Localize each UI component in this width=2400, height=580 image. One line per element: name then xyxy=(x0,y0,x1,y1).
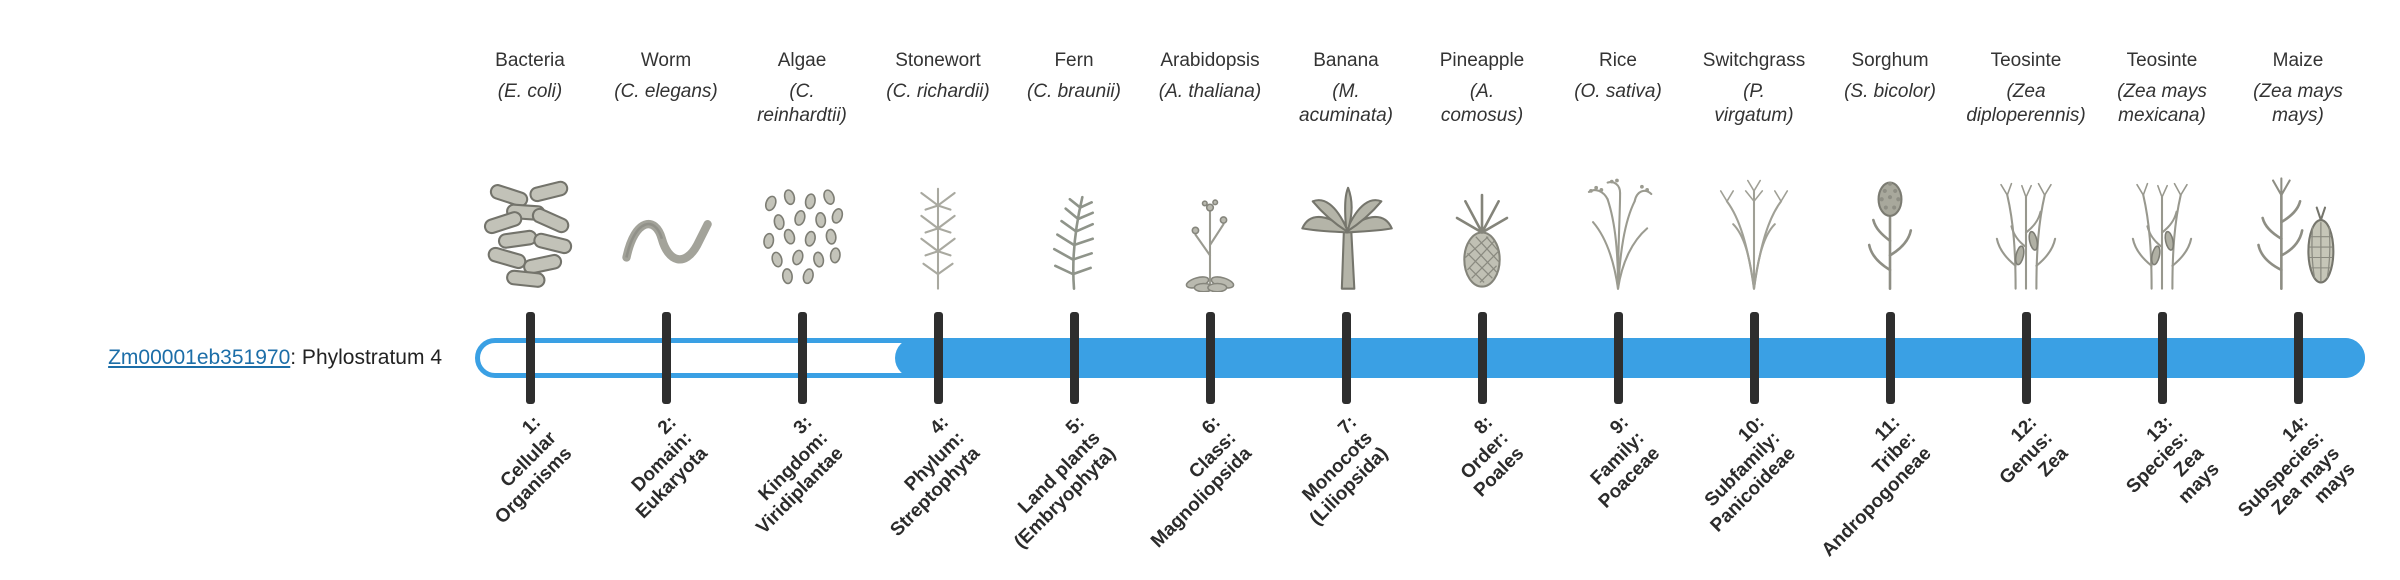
stratum-tick xyxy=(2158,312,2167,404)
phylostratum-track-fill xyxy=(895,338,2365,378)
stratum-tick xyxy=(526,312,535,404)
stratum-tick xyxy=(1070,312,1079,404)
stratum-tick xyxy=(1886,312,1895,404)
maize-icon xyxy=(2238,170,2358,292)
rice-plant-icon xyxy=(1558,170,1678,292)
switchgrass-icon xyxy=(1694,170,1814,292)
stratum-label: 1: Cellular Organisms xyxy=(490,412,576,529)
organism-label: Teosinte (Zea diploperennis) xyxy=(1951,48,2101,128)
organism-label: Sorghum (S. bicolor) xyxy=(1815,48,1965,104)
scientific-name: (C. reinhardtii) xyxy=(757,81,847,126)
organism-name: Algae xyxy=(777,50,827,71)
stratum-tick xyxy=(1614,312,1623,404)
stratum-label: 11: Tribe: Andropogoneae xyxy=(1818,412,1936,561)
organism-label: Stonewort (C. richardii) xyxy=(863,48,1013,104)
stratum-tick xyxy=(1342,312,1351,404)
stratum-label: 12: Genus: Zea xyxy=(1995,412,2072,489)
organism-label: Maize (Zea mays mays) xyxy=(2223,48,2373,128)
organism-name: Sorghum xyxy=(1851,50,1929,71)
organism-label: Pineapple (A. comosus) xyxy=(1407,48,1557,128)
algae-icon xyxy=(742,170,862,292)
stratum-label: 2: Domain: Eukaryota xyxy=(627,412,712,523)
scientific-name: (Zea mays mays) xyxy=(2253,81,2343,126)
fern-icon xyxy=(1014,170,1134,292)
organism-name: Rice xyxy=(1598,50,1637,71)
stratum-tick xyxy=(934,312,943,404)
gene-link[interactable]: Zm00001eb351970 xyxy=(108,346,291,369)
organism-label: Switchgrass (P. virgatum) xyxy=(1679,48,1829,128)
scientific-name: (Zea mays mexicana) xyxy=(2117,81,2207,126)
organism-name: Maize xyxy=(2272,50,2324,71)
organism-name: Bacteria xyxy=(495,50,565,71)
scientific-name: (C. braunii) xyxy=(1027,81,1121,102)
stratum-tick xyxy=(2022,312,2031,404)
gene-phylostratum-text: : Phylostratum 4 xyxy=(290,346,442,369)
scientific-name: (O. sativa) xyxy=(1574,81,1662,102)
organism-name: Fern xyxy=(1054,50,1094,71)
stratum-label: 7: Monocots (Liliopsida) xyxy=(1298,412,1392,530)
scientific-name: (P. virgatum) xyxy=(1714,81,1794,126)
organism-name: Arabidopsis xyxy=(1160,50,1260,71)
organism-label: Algae (C. reinhardtii) xyxy=(727,48,877,128)
arabidopsis-icon xyxy=(1150,170,1270,292)
stratum-tick xyxy=(798,312,807,404)
organism-name: Pineapple xyxy=(1439,50,1525,71)
scientific-name: (C. richardii) xyxy=(886,81,990,102)
organism-name: Worm xyxy=(640,50,692,71)
sorghum-icon xyxy=(1830,170,1950,292)
stratum-label: 4: Phylum: Streptophyta xyxy=(886,412,984,541)
stratum-label: 3: Kingdom: Viridiplantae xyxy=(752,412,848,539)
stratum-label: 5: Land plants (Embryophyta) xyxy=(1010,412,1120,553)
stratum-label: 8: Order: Poales xyxy=(1456,412,1528,502)
organism-name: Stonewort xyxy=(895,50,981,71)
scientific-name: (C. elegans) xyxy=(614,81,718,102)
stratum-label: 14: Subspecies: Zea mays mays xyxy=(2234,412,2360,522)
organism-label: Worm (C. elegans) xyxy=(591,48,741,104)
organism-label: Teosinte (Zea mays mexicana) xyxy=(2087,48,2237,128)
organism-name: Teosinte xyxy=(1990,50,2062,71)
stratum-label: 10: Subfamily: Panicoideae xyxy=(1700,412,1800,537)
banana-plant-icon xyxy=(1286,170,1406,292)
bacteria-icon xyxy=(470,170,590,292)
stratum-label: 13: Species: Zea mays xyxy=(2122,412,2224,508)
scientific-name: (E. coli) xyxy=(497,81,563,102)
organism-label: Rice (O. sativa) xyxy=(1543,48,1693,104)
stratum-label: 9: Family: Poaceae xyxy=(1586,412,1664,513)
organism-name: Teosinte xyxy=(2126,50,2198,71)
teosinte-icon xyxy=(1966,170,2086,292)
organism-name: Banana xyxy=(1313,50,1379,71)
stratum-tick xyxy=(662,312,671,404)
gene-label: Zm00001eb351970: Phylostratum 4 xyxy=(0,345,442,371)
stratum-tick xyxy=(2294,312,2303,404)
scientific-name: (S. bicolor) xyxy=(1844,81,1936,102)
organism-label: Fern (C. braunii) xyxy=(999,48,1149,104)
pineapple-icon xyxy=(1422,170,1542,292)
teosinte-icon xyxy=(2102,170,2222,292)
stratum-tick xyxy=(1750,312,1759,404)
worm-icon xyxy=(606,170,726,292)
stratum-tick xyxy=(1206,312,1215,404)
scientific-name: (A. thaliana) xyxy=(1158,81,1262,102)
organism-name: Switchgrass xyxy=(1702,50,1806,71)
scientific-name: (M. acuminata) xyxy=(1299,81,1393,126)
scientific-name: (A. comosus) xyxy=(1440,81,1524,126)
stratum-tick xyxy=(1478,312,1487,404)
stratum-label: 6: Class: Magnoliopsida xyxy=(1147,412,1256,553)
stonewort-icon xyxy=(878,170,998,292)
scientific-name: (Zea diploperennis) xyxy=(1966,81,2086,126)
organism-label: Arabidopsis (A. thaliana) xyxy=(1135,48,1285,104)
organism-label: Bacteria (E. coli) xyxy=(455,48,605,104)
organism-label: Banana (M. acuminata) xyxy=(1271,48,1421,128)
